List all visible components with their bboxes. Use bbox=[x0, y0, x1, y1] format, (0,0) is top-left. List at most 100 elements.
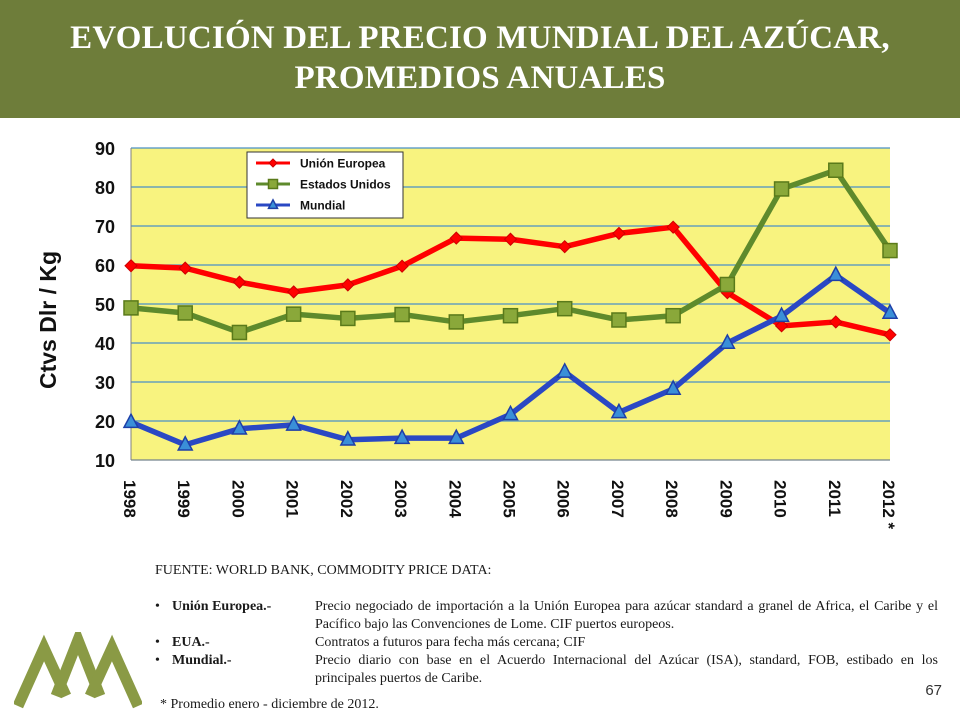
data-point-estados_unidos bbox=[719, 276, 736, 293]
data-point-estados_unidos bbox=[665, 307, 681, 324]
note-bullet: • bbox=[155, 635, 160, 650]
data-point-union_europea bbox=[341, 278, 355, 292]
x-tick-label: 2003 bbox=[391, 480, 410, 518]
data-point-mundial bbox=[827, 265, 845, 282]
data-point-mundial bbox=[664, 379, 682, 396]
x-tick-label: 2012 * bbox=[879, 480, 898, 530]
data-point-union_europea bbox=[178, 261, 192, 275]
legend-label: Unión Europea bbox=[300, 157, 386, 171]
data-point-union_europea bbox=[774, 319, 789, 333]
x-tick-label: 2001 bbox=[283, 480, 302, 518]
logo-peak-right bbox=[85, 634, 142, 709]
data-point-mundial bbox=[610, 402, 628, 419]
note-text: Contratos a futuros para fecha más cerca… bbox=[315, 635, 586, 650]
note-label: Unión Europea.- bbox=[172, 599, 272, 614]
note-union-europea: • Unión Europea.- Precio negociado de im… bbox=[155, 598, 938, 634]
y-tick-label: 20 bbox=[95, 412, 115, 432]
source-note: FUENTE: WORLD BANK, COMMODITY PRICE DATA… bbox=[155, 563, 492, 578]
y-tick-label: 30 bbox=[95, 373, 115, 393]
data-point-union_europea bbox=[449, 231, 463, 245]
legend-marker bbox=[268, 158, 278, 168]
organization-logo bbox=[14, 632, 142, 709]
legend-marker bbox=[267, 178, 279, 190]
legend: Unión Europea Estados Unidos Mundial bbox=[246, 151, 404, 219]
data-point-union_europea bbox=[666, 220, 680, 234]
note-label: EUA.- bbox=[172, 635, 210, 650]
x-tick-label: 2007 bbox=[608, 480, 627, 518]
data-point-mundial bbox=[339, 430, 357, 446]
data-point-estados_unidos bbox=[556, 300, 573, 317]
note-text: Precio negociado de importación a la Uni… bbox=[315, 599, 938, 632]
data-point-mundial bbox=[502, 404, 519, 421]
data-point-union_europea bbox=[558, 239, 572, 254]
data-point-mundial bbox=[393, 428, 411, 445]
x-tick-label: 2000 bbox=[228, 480, 247, 518]
note-bullet: • bbox=[155, 653, 160, 668]
footnote: * Promedio enero - diciembre de 2012. bbox=[160, 697, 379, 712]
data-point-mundial bbox=[285, 415, 302, 431]
data-point-estados_unidos bbox=[177, 305, 193, 321]
x-tick-label: 2006 bbox=[554, 480, 573, 518]
y-tick-label: 60 bbox=[95, 256, 115, 276]
data-point-estados_unidos bbox=[448, 314, 465, 330]
y-tick-label: 70 bbox=[95, 217, 115, 237]
data-point-estados_unidos bbox=[285, 306, 302, 322]
legend-marker bbox=[267, 198, 279, 210]
data-point-union_europea bbox=[232, 275, 247, 289]
y-tick-label: 90 bbox=[95, 139, 115, 159]
page-number: 67 bbox=[925, 682, 942, 699]
x-tick-label: 2010 bbox=[771, 480, 790, 518]
data-point-estados_unidos bbox=[828, 162, 844, 178]
data-point-mundial bbox=[176, 435, 194, 451]
notes: FUENTE: WORLD BANK, COMMODITY PRICE DATA… bbox=[155, 562, 938, 688]
note-eua: • EUA.- Contratos a futuros para fecha m… bbox=[155, 634, 938, 652]
note-text: Precio diario con base en el Acuerdo Int… bbox=[315, 653, 938, 686]
note-bullet: • bbox=[155, 599, 160, 614]
data-point-union_europea bbox=[829, 315, 843, 329]
x-tick-label: 2011 bbox=[825, 480, 844, 517]
y-tick-label: 80 bbox=[95, 178, 115, 198]
data-point-mundial bbox=[719, 333, 736, 349]
data-point-mundial bbox=[448, 428, 465, 445]
series-group bbox=[122, 162, 899, 451]
legend-label: Estados Unidos bbox=[300, 178, 391, 192]
legend-label: Mundial bbox=[300, 199, 345, 213]
data-point-estados_unidos bbox=[882, 242, 898, 259]
y-tick-label: 40 bbox=[95, 334, 115, 354]
y-axis-ticks: 10 20 30 40 50 60 70 80 90 bbox=[95, 139, 115, 471]
note-mundial: • Mundial.- Precio diario con base en el… bbox=[155, 652, 938, 688]
x-tick-label: 2008 bbox=[662, 480, 681, 518]
data-point-estados_unidos bbox=[773, 181, 790, 197]
series-estados_unidos bbox=[123, 162, 898, 341]
data-point-estados_unidos bbox=[394, 306, 410, 323]
data-point-union_europea bbox=[883, 328, 897, 342]
x-tick-label: 2004 bbox=[445, 480, 464, 518]
sugar-price-chart: 10 20 30 40 50 60 70 80 90 1998 1999 2000 2001 2002 2… bbox=[35, 139, 899, 530]
data-point-estados_unidos bbox=[502, 307, 519, 324]
x-tick-label: 2005 bbox=[500, 480, 519, 518]
data-point-mundial bbox=[122, 412, 140, 429]
y-tick-label: 50 bbox=[95, 295, 115, 315]
data-point-estados_unidos bbox=[611, 312, 627, 328]
data-point-estados_unidos bbox=[231, 324, 248, 341]
x-tick-label: 2002 bbox=[337, 480, 356, 518]
data-point-union_europea bbox=[612, 226, 626, 241]
page-title: EVOLUCIÓN DEL PRECIO MUNDIAL DEL AZÚCAR,… bbox=[70, 20, 890, 96]
data-point-union_europea bbox=[503, 232, 518, 246]
x-tick-label: 1998 bbox=[120, 480, 139, 518]
data-point-mundial bbox=[773, 306, 790, 323]
data-point-mundial bbox=[231, 419, 248, 435]
y-axis-label: Ctvs Dlr / Kg bbox=[35, 251, 61, 389]
data-point-mundial bbox=[881, 303, 899, 319]
header-bar: EVOLUCIÓN DEL PRECIO MUNDIAL DEL AZÚCAR,… bbox=[0, 0, 960, 118]
data-point-union_europea bbox=[286, 285, 301, 299]
x-tick-label: 2009 bbox=[716, 480, 735, 518]
data-point-union_europea bbox=[395, 259, 409, 273]
y-tick-label: 10 bbox=[95, 451, 115, 471]
data-point-estados_unidos bbox=[123, 300, 139, 316]
data-point-union_europea bbox=[124, 259, 138, 273]
note-label: Mundial.- bbox=[172, 653, 232, 668]
series-mundial bbox=[122, 265, 899, 451]
x-tick-label: 1999 bbox=[174, 480, 193, 518]
data-point-mundial bbox=[556, 362, 573, 378]
